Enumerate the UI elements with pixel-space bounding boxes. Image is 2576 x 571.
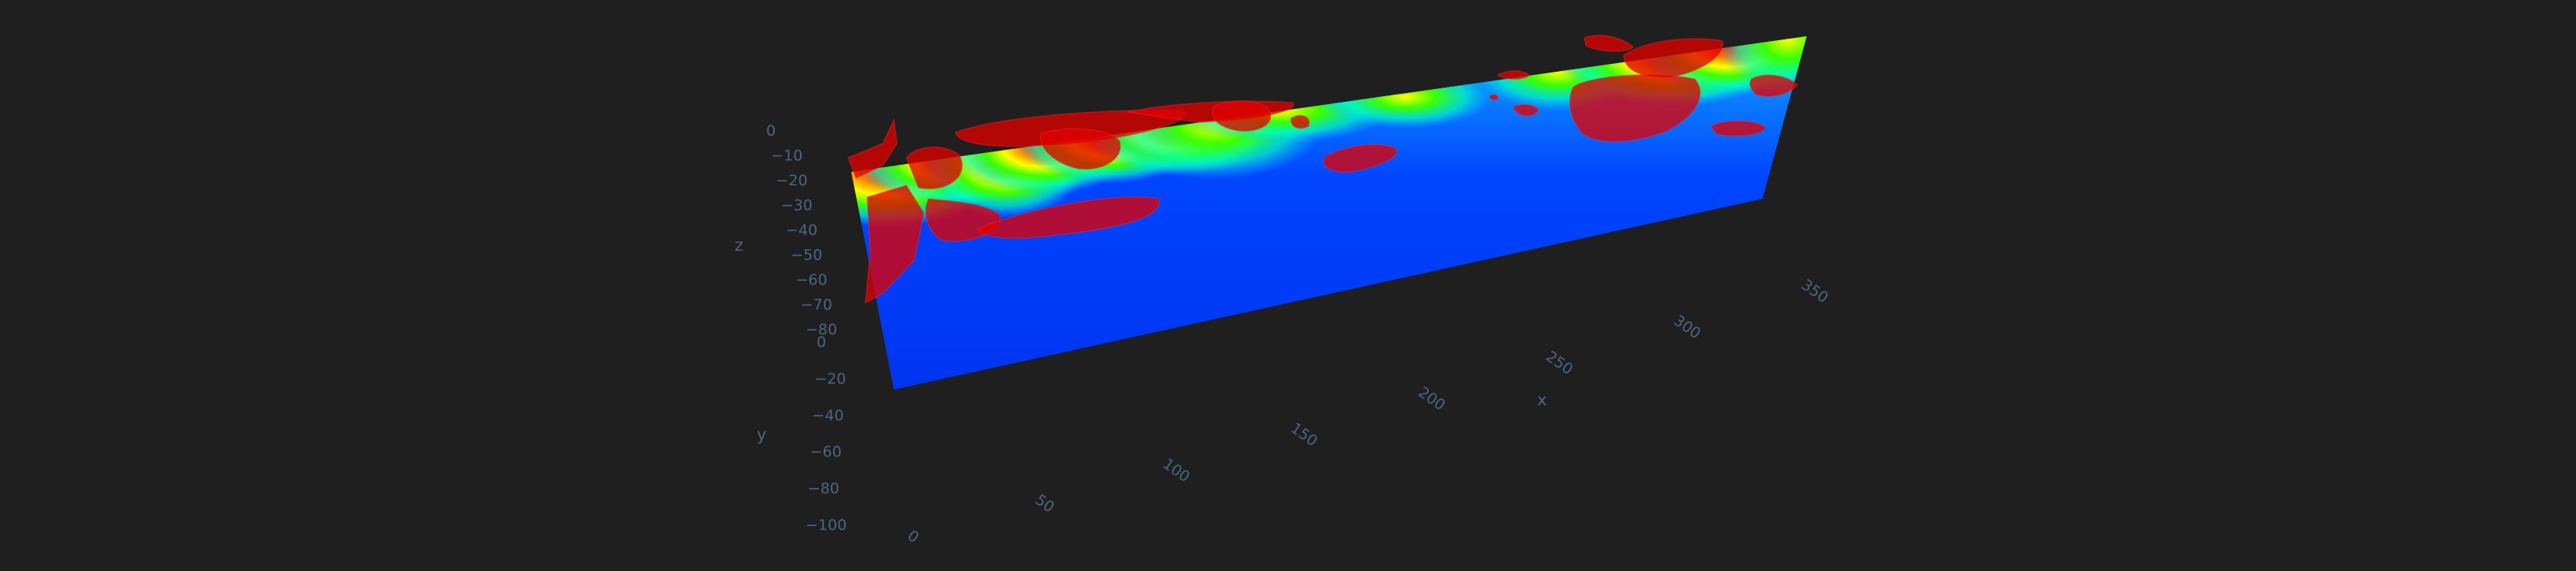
isosurface-blob: [976, 196, 1160, 239]
isosurface-blob: [1584, 35, 1635, 52]
y-tick-label: −40: [812, 407, 843, 424]
isosurface-blob: [906, 146, 963, 190]
y-tick-label: −80: [808, 480, 839, 498]
x-tick-label: 350: [1798, 276, 1831, 307]
z-tick-label: −40: [786, 222, 817, 239]
isosurface-blob: [1290, 114, 1310, 129]
x-tick-label: 0: [904, 527, 922, 547]
x-tick-label: 100: [1160, 455, 1193, 486]
z-tick-label: −80: [806, 321, 837, 338]
z-tick-label: −50: [791, 247, 822, 264]
y-tick-label: −60: [810, 443, 842, 461]
x-tick-label: 150: [1287, 420, 1320, 450]
slice-base: [851, 36, 1807, 390]
isosurface-blob: [865, 185, 925, 304]
isosurface-blob: [1489, 94, 1499, 101]
x-tick-label: 300: [1670, 312, 1703, 343]
x-tick-label: 250: [1543, 348, 1576, 379]
isosurface-blob: [1513, 103, 1539, 117]
isosurface-blob: [1323, 144, 1398, 174]
z-tick-label: 0: [766, 122, 776, 140]
isosurface-blob: [1709, 120, 1766, 137]
isosurface-blob: [1569, 74, 1701, 143]
isosurface-blob: [1040, 128, 1122, 170]
isosurface-blob: [1212, 100, 1271, 132]
z-tick-label: −70: [801, 297, 832, 314]
x-tick-label: 50: [1032, 491, 1057, 517]
z-tick-label: −60: [796, 271, 828, 289]
y-axis-title: y: [757, 425, 766, 444]
z-tick-label: −20: [776, 172, 808, 189]
x-tick-label: 200: [1415, 383, 1448, 414]
isosurface-blob: [1623, 38, 1724, 78]
z-tick-label: −10: [771, 147, 802, 165]
y-axis: 0 −20 −40 −60 −80 −100 y: [757, 334, 847, 534]
z-axis-title: z: [735, 236, 743, 255]
isosurface-blobs: [847, 35, 1798, 304]
x-axis-title: x: [1537, 390, 1547, 409]
y-tick-label: −20: [814, 370, 846, 387]
y-tick-label: −100: [806, 517, 847, 534]
isosurface-blob: [1749, 74, 1798, 98]
y-tick-label: 0: [817, 334, 826, 351]
z-tick-label: −30: [781, 197, 813, 215]
hot-zone: [1716, 36, 1807, 95]
z-axis: 0 −10 −20 −30 −40 −50 −60 −70 −80 z: [735, 122, 837, 338]
hot-zone: [1318, 65, 1492, 129]
isosurface-blob: [955, 110, 1186, 147]
isosurface-blob: [1496, 70, 1531, 80]
isosurface-blob: [847, 118, 898, 180]
